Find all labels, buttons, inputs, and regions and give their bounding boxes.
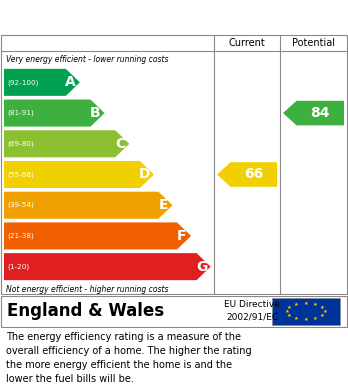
Text: (1-20): (1-20): [7, 264, 29, 270]
Text: F: F: [177, 229, 187, 243]
Polygon shape: [4, 253, 211, 280]
Polygon shape: [4, 69, 80, 96]
Text: (81-91): (81-91): [7, 110, 34, 116]
Text: (92-100): (92-100): [7, 79, 38, 86]
Text: England & Wales: England & Wales: [7, 302, 164, 320]
Text: Not energy efficient - higher running costs: Not energy efficient - higher running co…: [6, 285, 168, 294]
Polygon shape: [283, 101, 344, 126]
Text: ★: ★: [285, 309, 289, 314]
Text: Very energy efficient - lower running costs: Very energy efficient - lower running co…: [6, 54, 168, 63]
Polygon shape: [4, 130, 129, 157]
Text: ★: ★: [320, 313, 325, 318]
Text: Potential: Potential: [292, 38, 335, 47]
Text: ★: ★: [294, 302, 299, 307]
Text: 66: 66: [244, 167, 263, 181]
Text: The energy efficiency rating is a measure of the
overall efficiency of a home. T: The energy efficiency rating is a measur…: [6, 332, 252, 384]
Polygon shape: [4, 192, 173, 219]
Text: ★: ★: [287, 313, 292, 318]
Text: ★: ★: [313, 316, 318, 321]
Polygon shape: [4, 222, 191, 249]
Polygon shape: [217, 162, 277, 187]
Text: (39-54): (39-54): [7, 202, 34, 208]
Text: A: A: [65, 75, 76, 90]
Text: Current: Current: [229, 38, 266, 47]
Text: Energy Efficiency Rating: Energy Efficiency Rating: [8, 9, 218, 25]
Text: 84: 84: [310, 106, 330, 120]
Text: G: G: [196, 260, 207, 274]
Text: C: C: [115, 137, 125, 151]
Text: ★: ★: [287, 305, 292, 310]
Text: B: B: [90, 106, 101, 120]
Text: (69-80): (69-80): [7, 140, 34, 147]
Text: E: E: [159, 198, 168, 212]
Text: ★: ★: [303, 301, 308, 306]
Text: EU Directive
2002/91/EC: EU Directive 2002/91/EC: [224, 300, 280, 321]
Polygon shape: [4, 100, 105, 127]
Text: D: D: [139, 167, 151, 181]
Text: ★: ★: [323, 309, 327, 314]
Text: (55-68): (55-68): [7, 171, 34, 178]
Text: (21-38): (21-38): [7, 233, 34, 239]
Text: ★: ★: [294, 316, 299, 321]
Polygon shape: [4, 161, 154, 188]
Text: ★: ★: [313, 302, 318, 307]
Bar: [272, 298, 340, 325]
Text: ★: ★: [303, 317, 308, 322]
Text: ★: ★: [320, 305, 325, 310]
